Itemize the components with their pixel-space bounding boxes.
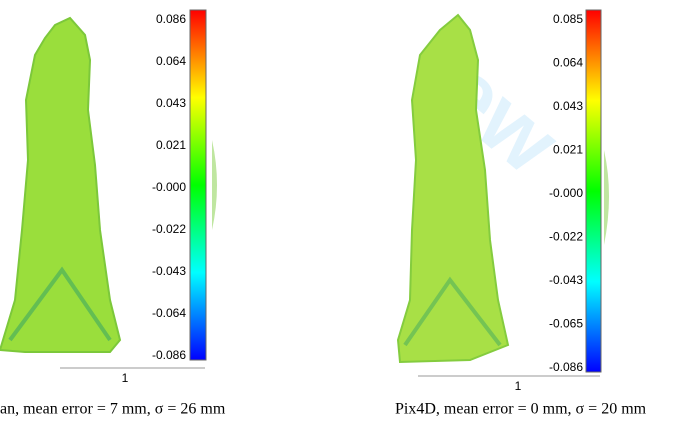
colorbar-label: 0.021 (156, 138, 186, 152)
colorbar-label: -0.022 (549, 230, 583, 244)
colorbar-label: -0.064 (152, 306, 186, 320)
colorbar-label: 0.064 (156, 54, 186, 68)
colorbar-label: 0.043 (553, 99, 583, 113)
colorbar-label: -0.086 (152, 348, 186, 362)
caption: Pix4D, mean error = 0 mm, σ = 20 mm (395, 401, 647, 418)
colorbar (585, 9, 602, 373)
scale-label: 1 (122, 371, 129, 385)
caption: an, mean error = 7 mm, σ = 26 mm (0, 401, 226, 418)
colorbar-label: 0.086 (156, 12, 186, 26)
point-cloud (396, 13, 510, 364)
histogram (212, 140, 217, 230)
colorbar-label: -0.022 (152, 222, 186, 236)
colorbar-label: 0.021 (553, 143, 583, 157)
point-cloud (0, 16, 122, 353)
scale-label: 1 (515, 379, 522, 393)
colorbar (189, 9, 207, 361)
colorbar-label: 0.043 (156, 96, 186, 110)
colorbar-label: -0.065 (549, 317, 583, 331)
colorbar-label: 0.064 (553, 56, 583, 70)
colorbar-label: -0.043 (152, 264, 186, 278)
colorbar-label: 0.085 (553, 12, 583, 26)
colorbar-label: -0.086 (549, 360, 583, 374)
histogram (604, 150, 609, 245)
colorbar-label: -0.043 (549, 273, 583, 287)
colorbar-label: -0.000 (152, 180, 186, 194)
point-cloud-detail (8, 266, 112, 342)
point-cloud-detail (403, 276, 502, 347)
colorbar-label: -0.000 (549, 186, 583, 200)
